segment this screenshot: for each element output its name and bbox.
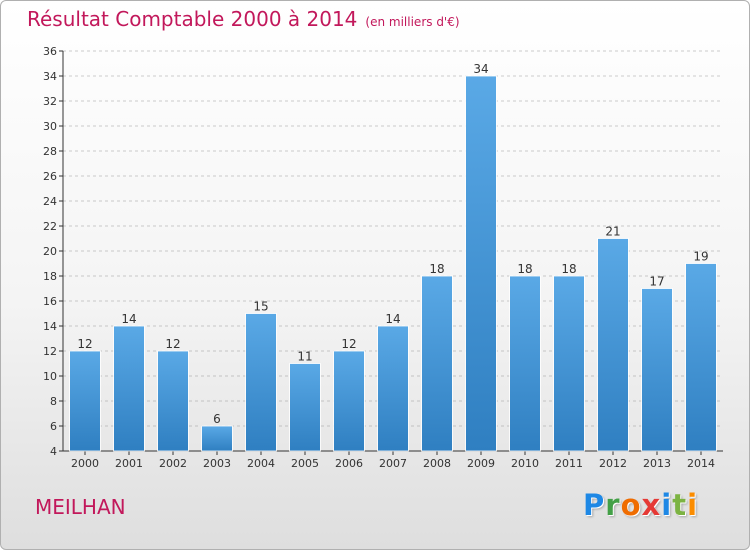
bar-value-label: 6 <box>213 412 221 426</box>
x-tick-label: 2012 <box>599 457 627 470</box>
bar <box>553 275 585 452</box>
logo-letter: i <box>661 488 673 522</box>
y-tick-label: 6 <box>50 420 57 433</box>
x-tick-label: 2008 <box>423 457 451 470</box>
bar-value-label: 21 <box>605 225 620 239</box>
bar-value-label: 15 <box>253 300 268 314</box>
bar-value-label: 18 <box>561 262 576 276</box>
y-tick-label: 26 <box>43 170 57 183</box>
bar-value-label: 14 <box>121 312 136 326</box>
bar-value-label: 11 <box>297 350 312 364</box>
y-tick-label: 30 <box>43 120 57 133</box>
bar-value-label: 19 <box>693 250 708 264</box>
bar <box>333 350 365 452</box>
y-tick-label: 10 <box>43 370 57 383</box>
y-tick-label: 24 <box>43 195 57 208</box>
bar <box>289 363 321 452</box>
bar-value-label: 17 <box>649 275 664 289</box>
bar <box>509 275 541 452</box>
bar-value-label: 18 <box>517 262 532 276</box>
x-tick-label: 2000 <box>71 457 99 470</box>
bar <box>201 425 233 452</box>
bar-value-label: 34 <box>473 62 488 76</box>
y-tick-label: 12 <box>43 345 57 358</box>
x-tick-label: 2006 <box>335 457 363 470</box>
x-tick-label: 2002 <box>159 457 187 470</box>
y-tick-label: 36 <box>43 45 57 58</box>
bar <box>465 75 497 452</box>
bar-value-label: 14 <box>385 312 400 326</box>
bars <box>69 75 717 452</box>
x-tick-label: 2010 <box>511 457 539 470</box>
x-tick-label: 2005 <box>291 457 319 470</box>
x-tick-label: 2004 <box>247 457 275 470</box>
y-tick-label: 34 <box>43 70 57 83</box>
bar <box>245 313 277 452</box>
bar-value-label: 12 <box>341 337 356 351</box>
y-tick-label: 18 <box>43 270 57 283</box>
x-tick-label: 2011 <box>555 457 583 470</box>
y-tick-label: 22 <box>43 220 57 233</box>
chart-unit: (en milliers d'€) <box>365 15 460 29</box>
bar <box>69 350 101 452</box>
chart-title: Résultat Comptable 2000 à 2014 (en millie… <box>27 7 460 31</box>
y-tick-label: 4 <box>50 445 57 458</box>
labels: 4 6 8 10 12 14 16 18 20 22 24 26 28 30 32 34 36 12 2000 14 2… <box>43 45 715 470</box>
chart-title-text: Résultat Comptable 2000 à 2014 <box>27 7 358 31</box>
y-tick-label: 16 <box>43 295 57 308</box>
logo-letter: t <box>672 488 688 522</box>
y-tick-label: 28 <box>43 145 57 158</box>
logo-letter: o <box>620 488 642 522</box>
logo-letter: i <box>687 488 699 522</box>
logo-letter: P <box>583 488 606 522</box>
y-tick-label: 20 <box>43 245 57 258</box>
bar <box>685 263 717 452</box>
commune-name: MEILHAN <box>35 495 126 519</box>
x-tick-label: 2001 <box>115 457 143 470</box>
bar <box>377 325 409 452</box>
x-tick-label: 2014 <box>687 457 715 470</box>
x-tick-label: 2013 <box>643 457 671 470</box>
bar <box>421 275 453 452</box>
bar-value-label: 12 <box>165 337 180 351</box>
y-tick-label: 32 <box>43 95 57 108</box>
bar <box>641 288 673 452</box>
x-tick-label: 2007 <box>379 457 407 470</box>
x-tick-label: 2003 <box>203 457 231 470</box>
y-tick-label: 8 <box>50 395 57 408</box>
bar <box>113 325 145 452</box>
x-tick-label: 2009 <box>467 457 495 470</box>
bar-value-label: 12 <box>77 337 92 351</box>
logo-letter: r <box>605 488 621 522</box>
y-tick-label: 14 <box>43 320 57 333</box>
bar <box>157 350 189 452</box>
logo-letter: x <box>641 488 662 522</box>
bar <box>597 238 629 452</box>
proxiti-logo[interactable]: Proxiti <box>583 488 698 522</box>
bar-value-label: 18 <box>429 262 444 276</box>
